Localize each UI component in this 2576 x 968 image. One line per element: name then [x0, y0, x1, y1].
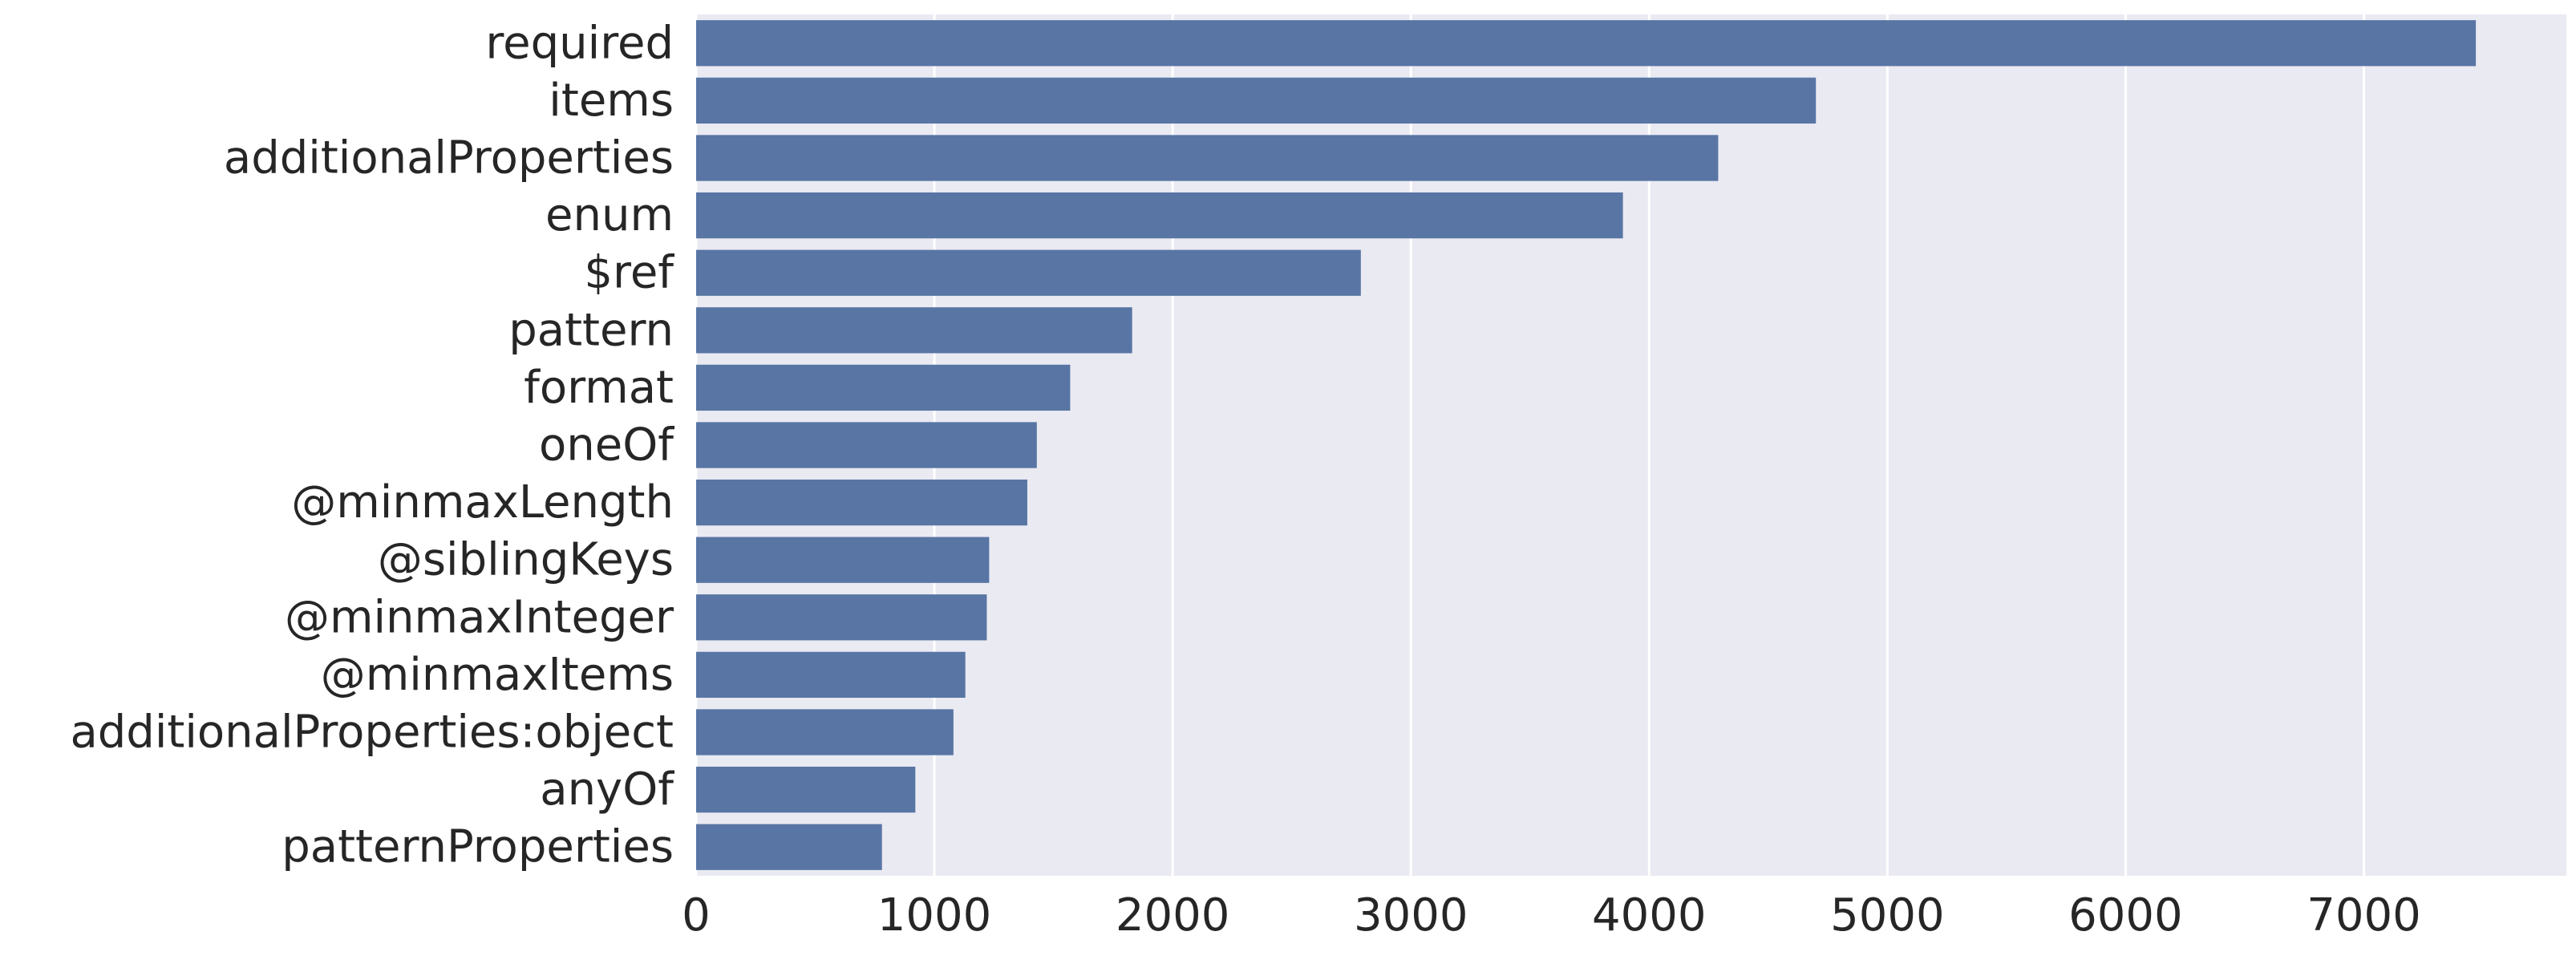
category-label-1: items	[549, 75, 674, 127]
category-label-9: @siblingKeys	[378, 534, 674, 586]
bar-5	[696, 307, 1132, 354]
bar-11	[696, 651, 966, 699]
x-tick-label-4: 4000	[1592, 889, 1707, 942]
category-label-2: additionalProperties	[224, 132, 674, 184]
bar-0	[696, 20, 2477, 67]
bar-2	[696, 135, 1719, 181]
bar-9	[696, 537, 990, 583]
category-label-11: @minmaxItems	[321, 649, 674, 701]
bar-10	[696, 594, 987, 641]
bars	[696, 20, 2477, 870]
bar-4	[696, 249, 1361, 296]
category-label-6: format	[524, 362, 674, 414]
category-label-8: @minmaxLength	[291, 476, 674, 529]
x-tick-label-2: 2000	[1116, 889, 1230, 942]
category-label-13: anyOf	[540, 763, 674, 816]
category-label-4: $ref	[584, 247, 674, 299]
bar-12	[696, 709, 954, 755]
bar-6	[696, 364, 1071, 411]
category-label-7: oneOf	[539, 419, 674, 472]
x-axis-tick-labels: 0 1000 2000 3000 4000 5000 6000 7000	[682, 889, 2421, 942]
bar-13	[696, 766, 916, 813]
x-tick-label-5: 5000	[1830, 889, 1945, 942]
category-label-0: required	[485, 17, 674, 69]
x-tick-label-7: 7000	[2307, 889, 2421, 942]
x-tick-label-3: 3000	[1354, 889, 1468, 942]
x-tick-label-1: 1000	[877, 889, 992, 942]
bar-3	[696, 192, 1623, 239]
category-label-12: additionalProperties:object	[70, 707, 674, 759]
category-label-3: enum	[545, 189, 674, 241]
bar-1	[696, 77, 1817, 124]
x-tick-label-6: 6000	[2068, 889, 2183, 942]
bar-14	[696, 824, 882, 870]
category-label-14: patternProperties	[281, 821, 674, 873]
bar-8	[696, 479, 1027, 526]
bar-7	[696, 422, 1037, 468]
x-tick-label-0: 0	[682, 889, 711, 942]
category-label-10: @minmaxInteger	[285, 591, 674, 643]
category-label-5: pattern	[508, 304, 674, 356]
